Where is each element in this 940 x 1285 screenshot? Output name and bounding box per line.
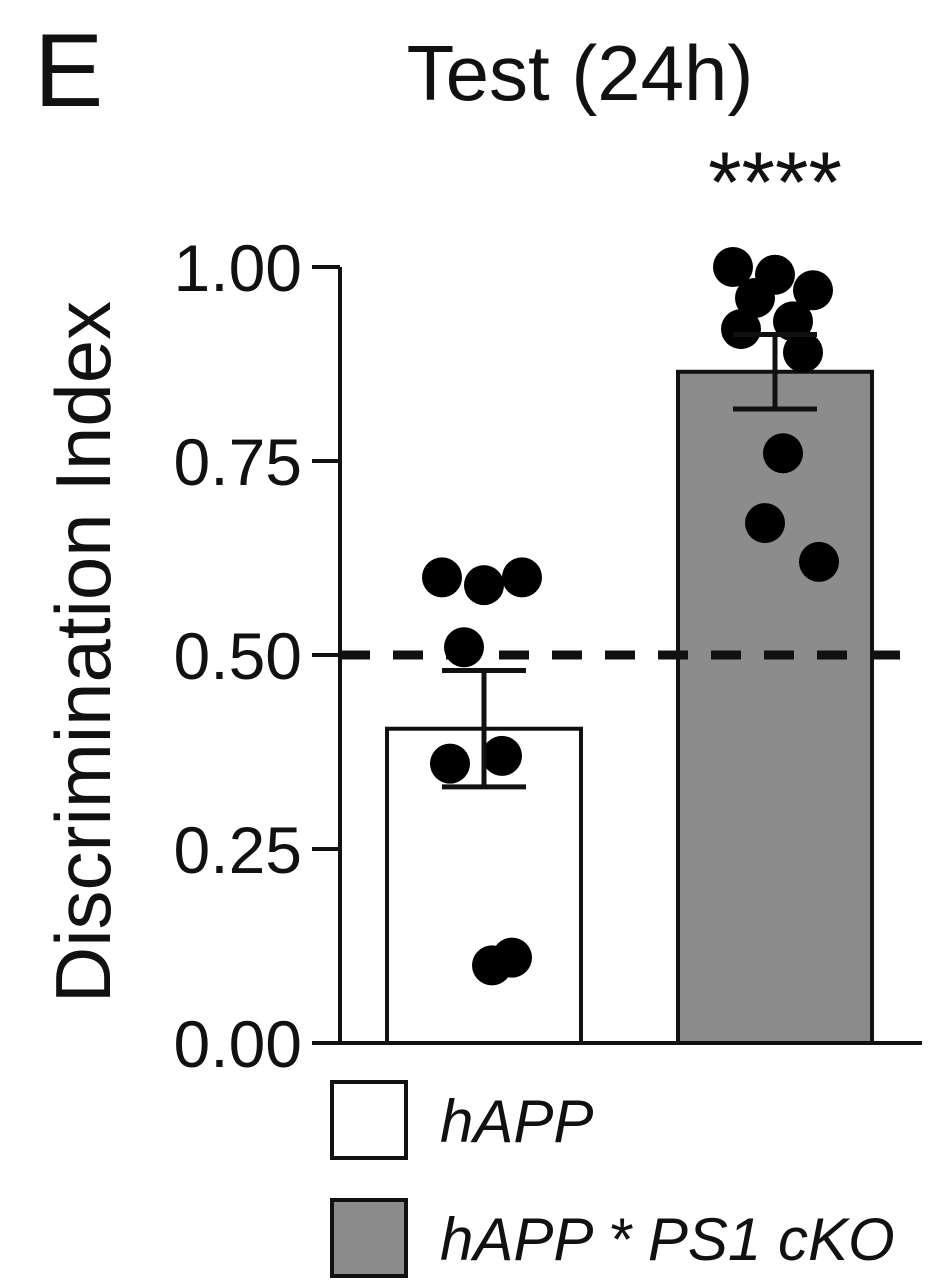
y-tick-label-0: 0.00 <box>174 1007 302 1081</box>
data-point-2-5 <box>773 301 813 342</box>
legend-label-2: hAPP * PS1 cKO <box>440 1206 895 1273</box>
legend-swatch-1 <box>330 1080 408 1160</box>
data-point-1-2 <box>464 565 504 606</box>
data-point-1-8 <box>472 945 512 986</box>
panel-letter: E <box>34 13 103 129</box>
data-point-2-3 <box>793 270 833 311</box>
y-tick-label-4: 1.00 <box>174 231 302 305</box>
data-point-2-9 <box>745 503 785 544</box>
y-tick-label-3: 0.75 <box>174 425 302 499</box>
data-point-1-5 <box>482 735 522 776</box>
legend-swatch-2 <box>330 1198 408 1278</box>
y-axis-label: Discrimination Index <box>39 301 127 1003</box>
data-point-1-1 <box>422 557 462 598</box>
data-point-1-6 <box>430 743 470 784</box>
data-point-2-4 <box>735 278 775 319</box>
data-point-2-8 <box>763 433 803 474</box>
chart-title: Test (24h) <box>407 29 754 117</box>
y-tick-label-1: 0.25 <box>174 813 302 887</box>
bar-2 <box>676 369 874 1045</box>
data-point-2-6 <box>721 309 761 350</box>
significance-marker-2: **** <box>708 135 842 231</box>
data-point-1-4 <box>444 627 484 668</box>
data-point-2-7 <box>783 332 823 373</box>
legend-label-1: hAPP <box>440 1088 593 1155</box>
y-tick-label-2: 0.50 <box>174 619 302 693</box>
data-point-1-3 <box>502 557 542 598</box>
data-point-2-1 <box>713 247 753 287</box>
data-point-2-10 <box>799 541 839 582</box>
